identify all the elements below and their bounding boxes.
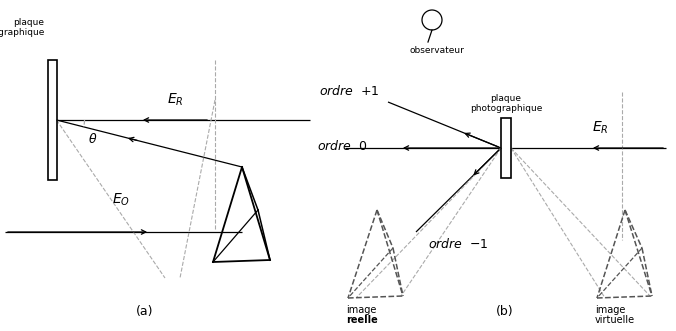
- Text: $ordre$  $0$: $ordre$ $0$: [317, 139, 368, 153]
- Bar: [501, 118, 511, 178]
- Text: plaque
photographique: plaque photographique: [470, 94, 542, 113]
- Text: $E_O$: $E_O$: [112, 192, 130, 209]
- Text: plaque
photographique: plaque photographique: [0, 18, 45, 37]
- Text: $ordre$  $-1$: $ordre$ $-1$: [428, 237, 489, 251]
- Text: $E_R$: $E_R$: [592, 119, 608, 136]
- Text: $\theta$: $\theta$: [89, 132, 98, 146]
- Text: observateur: observateur: [410, 46, 464, 55]
- Text: image: image: [346, 305, 377, 315]
- Text: reelle: reelle: [346, 315, 378, 325]
- Text: image: image: [595, 305, 625, 315]
- Text: $ordre$  $+1$: $ordre$ $+1$: [319, 84, 380, 98]
- Bar: [47, 60, 57, 180]
- Text: $E_R$: $E_R$: [167, 92, 183, 108]
- Text: virtuelle: virtuelle: [595, 315, 635, 325]
- Text: (b): (b): [496, 305, 514, 318]
- Text: (a): (a): [137, 305, 153, 318]
